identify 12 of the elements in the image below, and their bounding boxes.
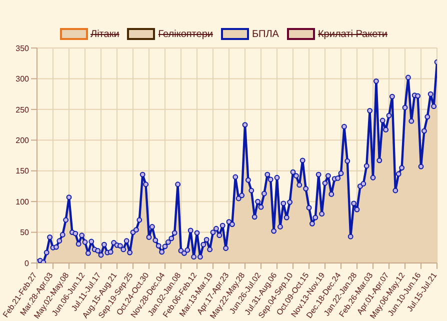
y-tick-label: 50 <box>20 228 30 238</box>
y-tick-label: 150 <box>16 166 30 176</box>
y-tick-label: 350 <box>16 44 30 53</box>
y-tick-label: 300 <box>16 74 30 84</box>
y-tick-label: 100 <box>16 197 30 206</box>
legend-label: Літаки <box>90 28 120 40</box>
legend-label: БПЛА <box>252 28 279 40</box>
y-tick-label: 0 <box>24 258 30 268</box>
legend-label: Крилаті Ракети <box>318 28 388 40</box>
y-tick-label: 200 <box>16 136 30 145</box>
y-tick-label: 250 <box>16 105 30 114</box>
legend-label: Гелікоптери <box>158 28 213 40</box>
